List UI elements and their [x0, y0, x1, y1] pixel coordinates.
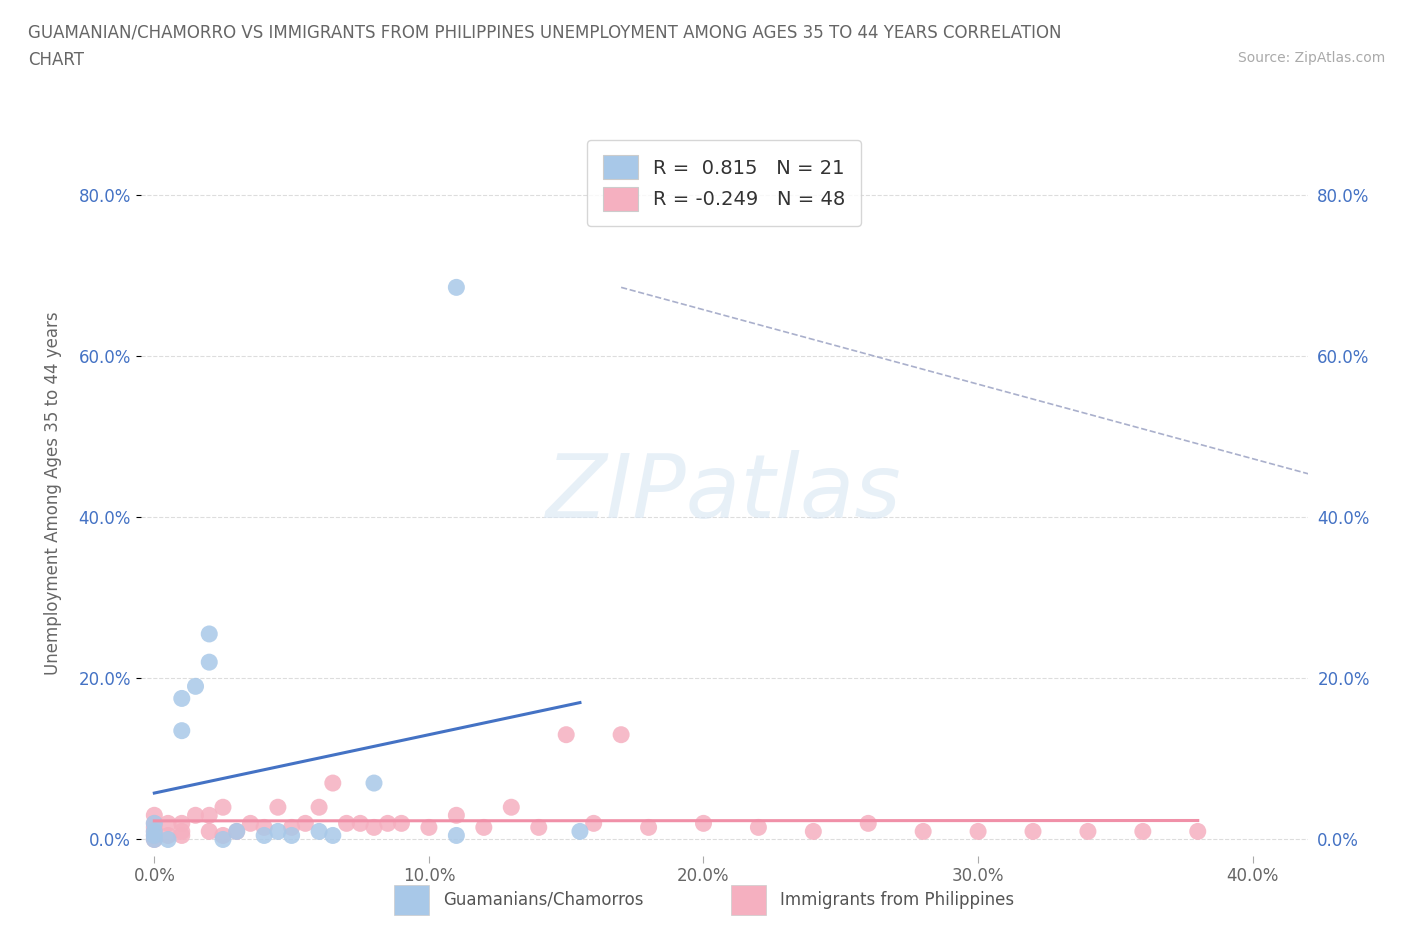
Text: Immigrants from Philippines: Immigrants from Philippines [780, 891, 1015, 909]
Point [747, 820, 769, 835]
Point [198, 824, 221, 839]
Point [184, 679, 207, 694]
Point [446, 808, 468, 823]
Point [335, 816, 357, 830]
Point [1077, 824, 1099, 839]
Point [143, 828, 166, 843]
Point [143, 816, 166, 830]
Point [446, 828, 468, 843]
Point [170, 724, 193, 738]
Point [157, 828, 180, 843]
Point [363, 776, 385, 790]
Point [377, 816, 399, 830]
Point [198, 627, 221, 642]
Point [143, 832, 166, 847]
Point [143, 828, 166, 843]
Point [253, 820, 276, 835]
Point [501, 800, 523, 815]
Point [157, 832, 180, 847]
Point [143, 808, 166, 823]
Point [280, 828, 302, 843]
Text: CHART: CHART [28, 51, 84, 69]
Point [692, 816, 714, 830]
Point [239, 816, 262, 830]
Point [1132, 824, 1154, 839]
Point [267, 824, 290, 839]
Text: Source: ZipAtlas.com: Source: ZipAtlas.com [1237, 51, 1385, 65]
Point [527, 820, 550, 835]
Point [308, 800, 330, 815]
Point [143, 820, 166, 835]
Point [555, 727, 578, 742]
Point [170, 828, 193, 843]
Point [280, 820, 302, 835]
Point [294, 816, 316, 830]
Text: ZIPatlas: ZIPatlas [547, 450, 901, 536]
Point [637, 820, 659, 835]
FancyBboxPatch shape [731, 884, 766, 915]
Point [253, 828, 276, 843]
Point [143, 824, 166, 839]
Point [143, 816, 166, 830]
Point [1187, 824, 1209, 839]
Point [801, 824, 824, 839]
Point [143, 824, 166, 839]
Point [212, 832, 235, 847]
Point [170, 691, 193, 706]
Point [418, 820, 440, 835]
Point [267, 800, 290, 815]
Point [1022, 824, 1045, 839]
Point [391, 816, 413, 830]
Point [610, 727, 633, 742]
Point [858, 816, 880, 830]
Point [568, 824, 591, 839]
Point [308, 824, 330, 839]
Point [170, 816, 193, 830]
Text: GUAMANIAN/CHAMORRO VS IMMIGRANTS FROM PHILIPPINES UNEMPLOYMENT AMONG AGES 35 TO : GUAMANIAN/CHAMORRO VS IMMIGRANTS FROM PH… [28, 23, 1062, 41]
Point [184, 808, 207, 823]
Point [198, 808, 221, 823]
FancyBboxPatch shape [394, 884, 429, 915]
Point [170, 824, 193, 839]
Point [322, 776, 344, 790]
Text: Guamanians/Chamorros: Guamanians/Chamorros [443, 891, 644, 909]
Point [472, 820, 495, 835]
Point [212, 800, 235, 815]
Point [225, 824, 247, 839]
Point [349, 816, 371, 830]
Point [967, 824, 990, 839]
Point [157, 816, 180, 830]
Point [212, 828, 235, 843]
Point [143, 832, 166, 847]
Point [322, 828, 344, 843]
Point [198, 655, 221, 670]
Point [225, 824, 247, 839]
Point [582, 816, 605, 830]
Point [363, 820, 385, 835]
Point [912, 824, 935, 839]
Y-axis label: Unemployment Among Ages 35 to 44 years: Unemployment Among Ages 35 to 44 years [44, 312, 62, 674]
Point [446, 280, 468, 295]
Legend: R =  0.815   N = 21, R = -0.249   N = 48: R = 0.815 N = 21, R = -0.249 N = 48 [588, 140, 860, 226]
